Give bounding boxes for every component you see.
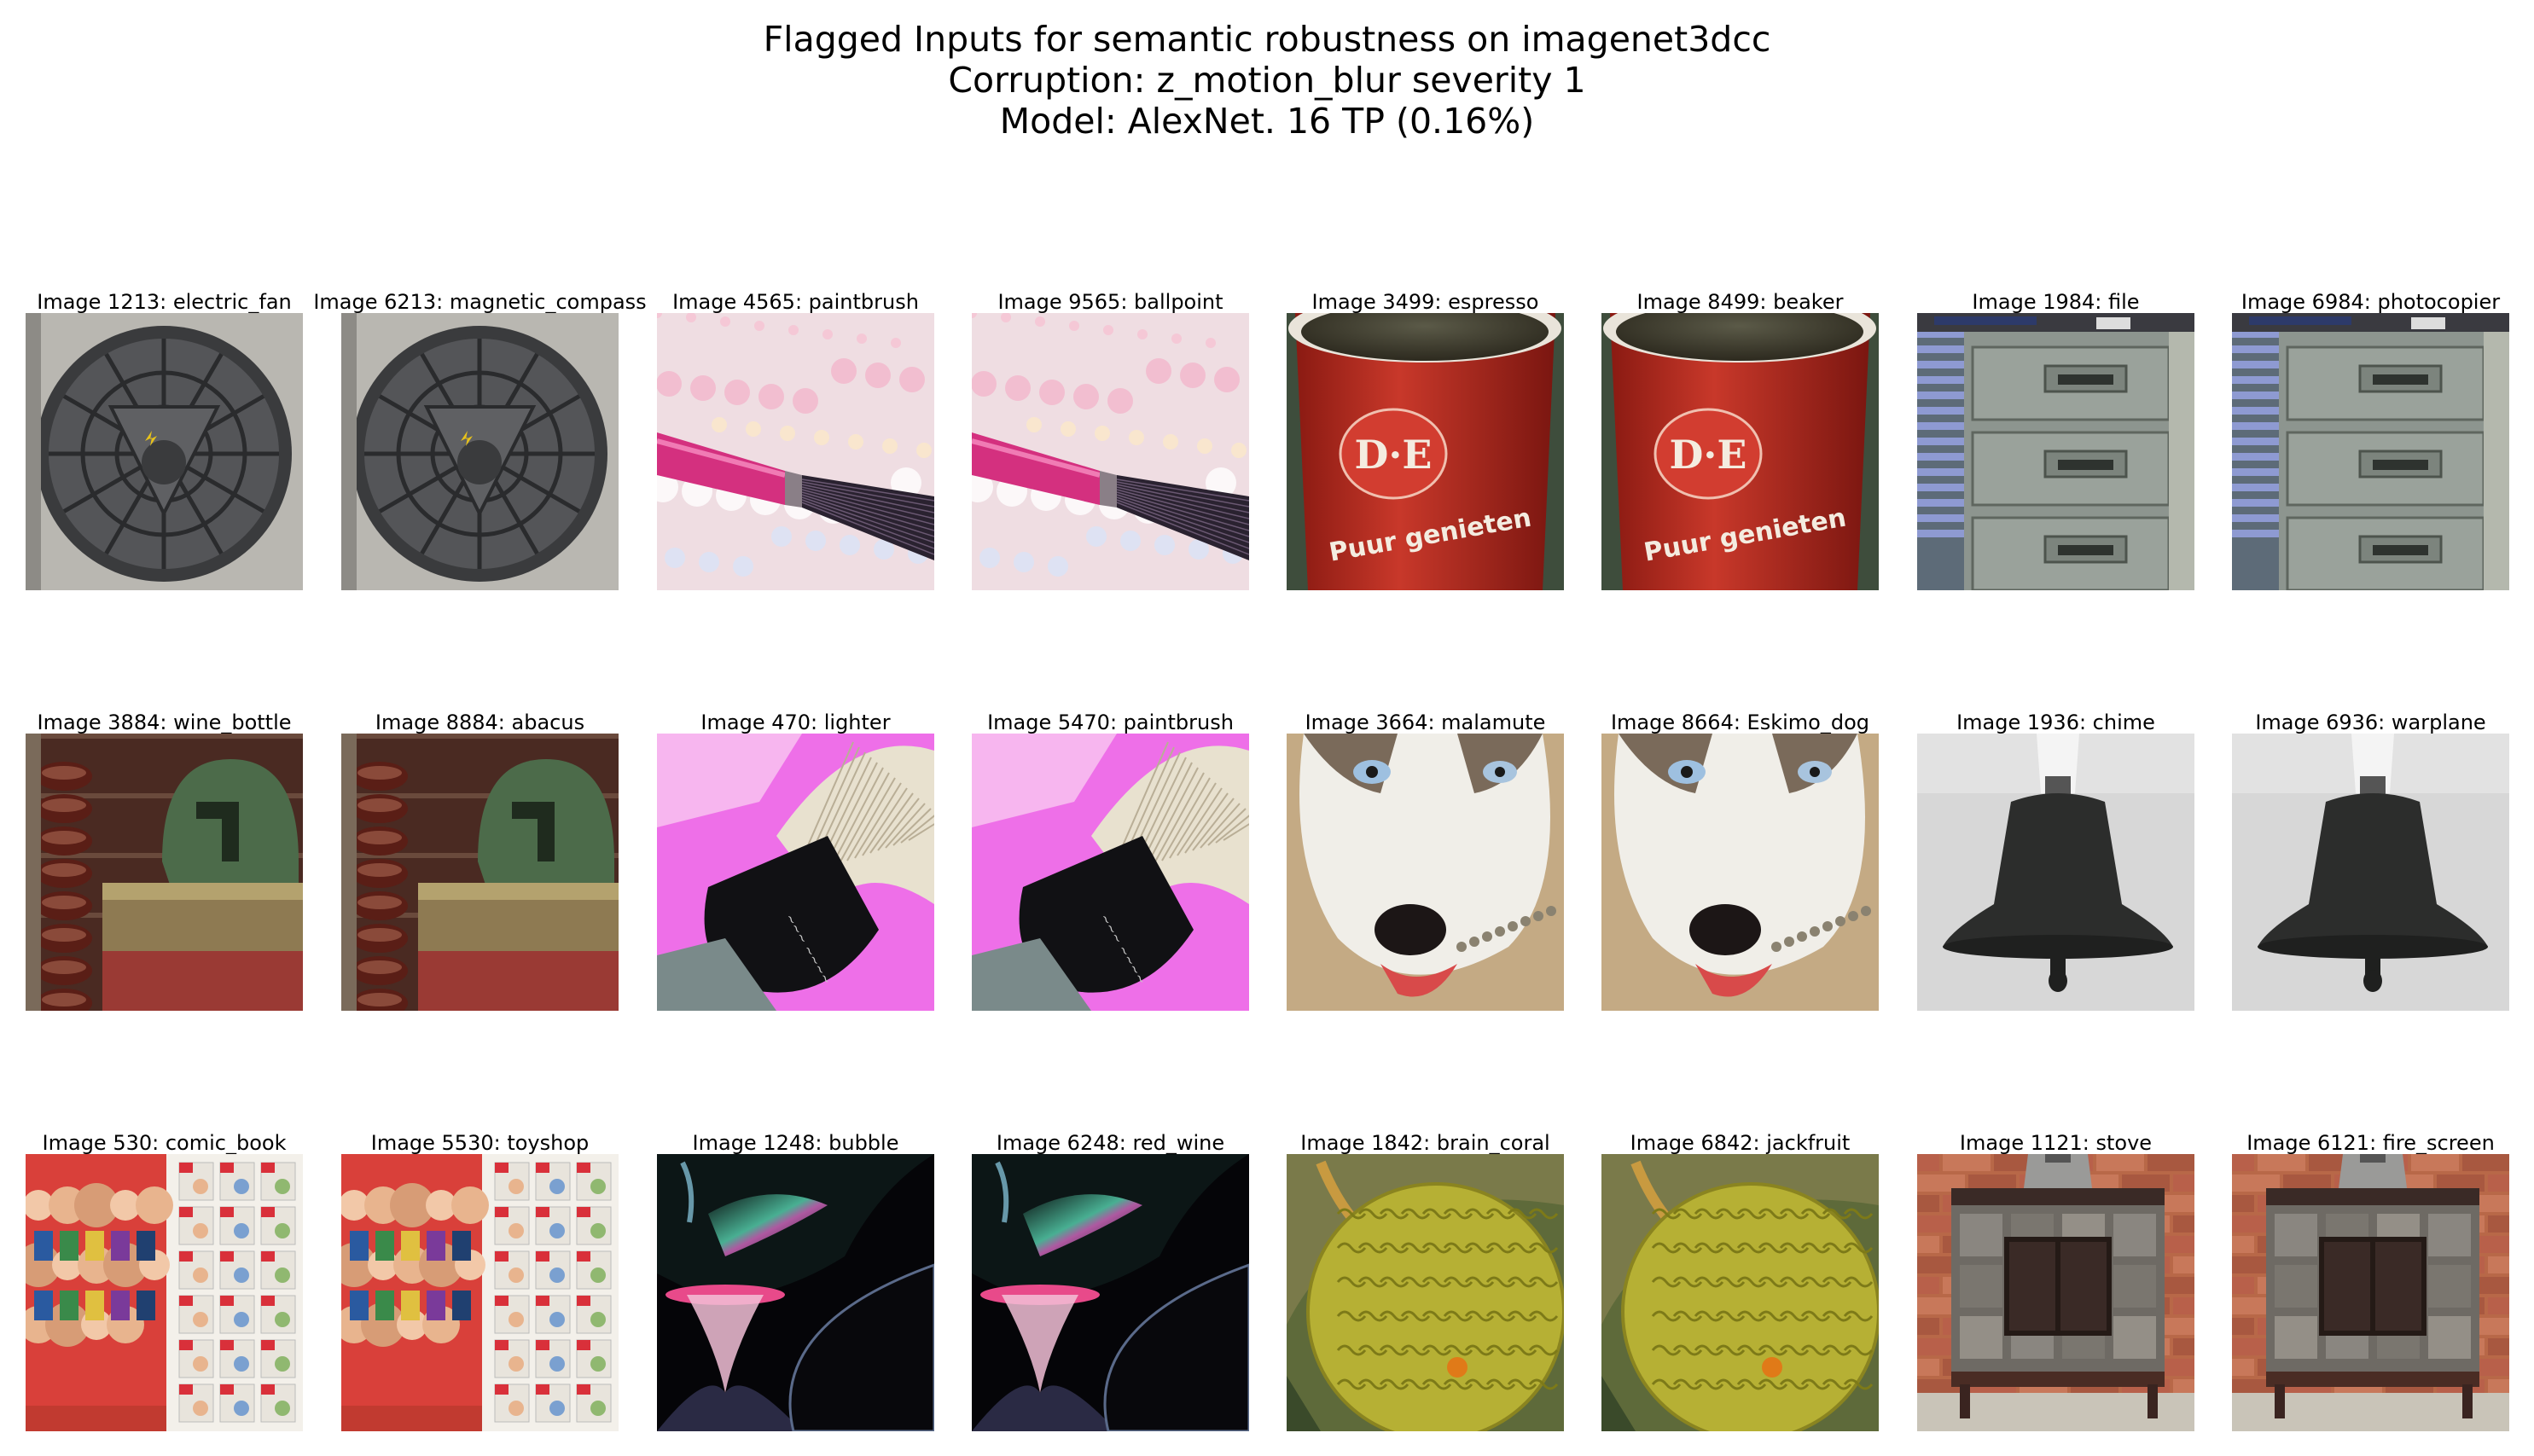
image-thumbnail-bell: [2232, 734, 2509, 1011]
image-thumbnail-cabinet: [2232, 313, 2509, 590]
image-thumbnail-pinkbrush: [972, 313, 1249, 590]
image-thumbnail-cabinet: [1917, 313, 2194, 590]
image-thumbnail-comic: [26, 1154, 303, 1431]
image-caption: Image 4565: paintbrush: [672, 290, 919, 314]
image-caption: Image 3664: malamute: [1305, 711, 1546, 734]
image-thumbnail-fan: [341, 313, 619, 590]
image-caption: Image 1121: stove: [1959, 1131, 2153, 1155]
image-thumbnail-stove: [1917, 1154, 2194, 1431]
image-caption: Image 1936: chime: [1956, 711, 2155, 734]
figure-title: Flagged Inputs for semantic robustness o…: [0, 19, 2534, 142]
image-thumbnail-dog: [1287, 734, 1564, 1011]
image-caption: Image 1984: file: [1972, 290, 2140, 314]
image-caption: Image 6936: warplane: [2255, 711, 2486, 734]
image-caption: Image 1842: brain_coral: [1300, 1131, 1550, 1155]
image-thumbnail-helmet: [341, 734, 619, 1011]
image-thumbnail-bell: [1917, 734, 2194, 1011]
image-caption: Image 6121: fire_screen: [2246, 1131, 2495, 1155]
image-caption: Image 5470: paintbrush: [987, 711, 1234, 734]
image-thumbnail-coral: [1601, 1154, 1879, 1431]
image-caption: Image 9565: ballpoint: [997, 290, 1223, 314]
image-thumbnail-cup: D·E Puur genieten: [1601, 313, 1879, 590]
image-thumbnail-makeupbrush: ~~~ ~~~~: [657, 734, 934, 1011]
image-caption: Image 6248: red_wine: [996, 1131, 1225, 1155]
svg-text:D·E: D·E: [1670, 432, 1747, 478]
title-line-3: Model: AlexNet. 16 TP (0.16%): [999, 101, 1535, 142]
image-caption: Image 6842: jackfruit: [1630, 1131, 1851, 1155]
image-thumbnail-glass: [657, 1154, 934, 1431]
image-thumbnail-dog: [1601, 734, 1879, 1011]
image-caption: Image 6984: photocopier: [2240, 290, 2501, 314]
title-line-1: Flagged Inputs for semantic robustness o…: [763, 19, 1771, 60]
image-caption: Image 8884: abacus: [375, 711, 585, 734]
image-thumbnail-pinkbrush: [657, 313, 934, 590]
svg-text:D·E: D·E: [1355, 432, 1433, 478]
image-caption: Image 8499: beaker: [1636, 290, 1844, 314]
title-line-2: Corruption: z_motion_blur severity 1: [948, 60, 1586, 101]
image-caption: Image 1248: bubble: [692, 1131, 899, 1155]
image-thumbnail-coral: [1287, 1154, 1564, 1431]
image-caption: Image 530: comic_book: [42, 1131, 287, 1155]
image-caption: Image 1213: electric_fan: [37, 290, 292, 314]
image-caption: Image 470: lighter: [700, 711, 891, 734]
image-thumbnail-glass: [972, 1154, 1249, 1431]
image-caption: Image 8664: Eskimo_dog: [1610, 711, 1870, 734]
image-caption: Image 3884: wine_bottle: [37, 711, 292, 734]
image-thumbnail-helmet: [26, 734, 303, 1011]
image-thumbnail-fan: [26, 313, 303, 590]
image-thumbnail-stove: [2232, 1154, 2509, 1431]
image-caption: Image 6213: magnetic_compass: [313, 290, 647, 314]
image-thumbnail-comic: [341, 1154, 619, 1431]
image-thumbnail-cup: D·E Puur genieten: [1287, 313, 1564, 590]
image-thumbnail-makeupbrush: ~~~ ~~~~: [972, 734, 1249, 1011]
image-caption: Image 3499: espresso: [1311, 290, 1539, 314]
image-caption: Image 5530: toyshop: [370, 1131, 590, 1155]
